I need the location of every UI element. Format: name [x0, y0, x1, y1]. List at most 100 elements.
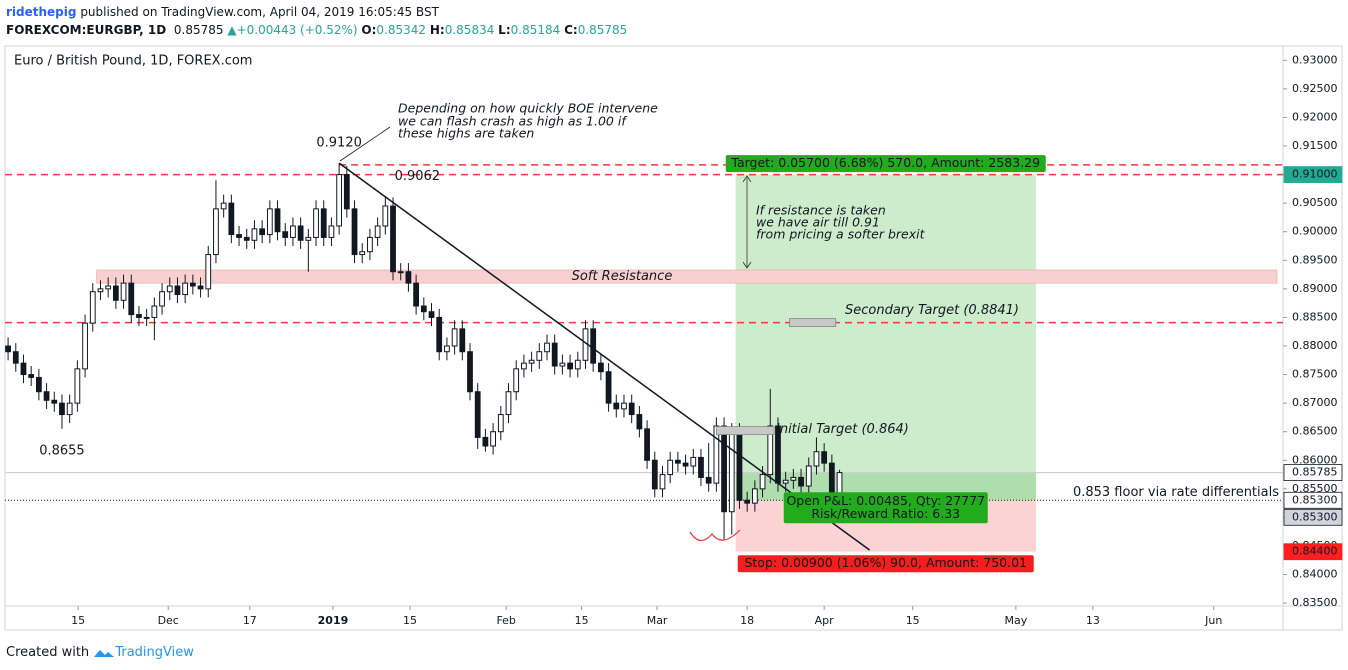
candle-body [282, 231, 289, 238]
smile [689, 529, 741, 542]
price-note: 0.8655 [39, 443, 85, 458]
candle-body [744, 499, 751, 504]
candle-body [736, 431, 743, 501]
stop-label-bg [737, 555, 1034, 573]
candle-body [28, 374, 35, 378]
candle-body [521, 362, 527, 370]
candle-body [605, 371, 612, 404]
candle-body [359, 251, 366, 256]
candle-body [636, 414, 643, 430]
x-tick-label: Mar [647, 614, 668, 627]
target-label-bg [725, 155, 1046, 173]
candle-body [674, 459, 681, 464]
price-badge-label: 0.85300 [1292, 493, 1338, 506]
candle-body [5, 345, 11, 353]
y-tick-label: 0.87000 [1292, 396, 1338, 409]
candle-body [397, 271, 404, 274]
y-tick-label: 0.88000 [1292, 339, 1338, 352]
candle-body [490, 431, 496, 447]
x-tick-label: 17 [243, 614, 257, 627]
candle-body [798, 476, 804, 487]
price-badge-label: 0.85300 [1292, 510, 1338, 523]
note-pointer [339, 126, 391, 162]
candle-body [705, 476, 712, 484]
chart-title: Euro / British Pound, 1D, FOREX.com [14, 54, 252, 69]
candle-body [721, 425, 727, 513]
header-line-2: FOREXCOM:EURGBP, 1D 0.85785 ▲+0.00443 (+… [6, 23, 627, 37]
target-label: Target: 0.05700 (6.68%) 570.0, Amount: 2… [730, 155, 1040, 170]
candle-body [89, 291, 96, 324]
x-tick-label: 15 [575, 614, 589, 627]
candle-body [474, 391, 481, 438]
candle-body [105, 285, 112, 290]
candle-body [112, 285, 119, 301]
header-line-1: ridethepig published on TradingView.com,… [6, 5, 439, 19]
author[interactable]: ridethepig [6, 5, 77, 19]
y-tick-label: 0.91500 [1292, 139, 1338, 152]
price-badge [1283, 543, 1343, 561]
candle-body [590, 328, 597, 364]
x-tick-label: Feb [496, 614, 515, 627]
candle-body [220, 202, 227, 210]
candle-body [420, 305, 427, 313]
candle-body [189, 282, 196, 287]
candle-body [74, 368, 81, 404]
note: we have air till 0.91 [756, 215, 880, 230]
y-tick-label: 0.93000 [1292, 53, 1338, 66]
o-value: 0.85342 [376, 23, 427, 37]
x-tick-label: Dec [158, 614, 179, 627]
candle-body [759, 474, 766, 490]
o-label: O: [361, 23, 377, 37]
candle-body [528, 359, 535, 364]
candle-body [767, 425, 774, 476]
candle-body [197, 285, 204, 290]
candle-body [12, 351, 19, 364]
y-tick-label: 0.92000 [1292, 110, 1338, 123]
y-tick-label: 0.85500 [1292, 482, 1338, 495]
x-tick-label: 15 [71, 614, 85, 627]
created-with: Created with [6, 645, 90, 660]
candle-body [59, 402, 65, 416]
l-value: 0.85184 [510, 23, 561, 37]
candle-body [621, 402, 627, 410]
candle-body [598, 362, 604, 373]
candle-body [644, 428, 650, 461]
candle-body [444, 345, 450, 353]
c-label: C: [564, 23, 578, 37]
x-tick-label: 2019 [318, 614, 349, 627]
y-tick-label: 0.86500 [1292, 425, 1338, 438]
y-tick-label: 0.92500 [1292, 82, 1338, 95]
footer: Created with TradingView [6, 645, 194, 660]
candle-body [436, 316, 443, 353]
candle-body [405, 271, 412, 284]
candle-body [82, 322, 88, 370]
plot-area [5, 162, 1283, 552]
candle-body [328, 225, 335, 238]
candle-body [574, 359, 581, 370]
y-tick-label: 0.90500 [1292, 196, 1338, 209]
candle-body [651, 459, 658, 490]
candle-body [336, 174, 343, 227]
candle-body [297, 225, 304, 241]
candle-body [97, 288, 104, 293]
x-tick-label: Jun [1204, 614, 1222, 627]
stop-label: Stop: 0.00900 (1.06%) 90.0, Amount: 750.… [744, 555, 1027, 570]
candle-body [43, 391, 50, 401]
candle-body [805, 465, 812, 487]
note: these highs are taken [398, 126, 534, 141]
y-tick-label: 0.89000 [1292, 282, 1338, 295]
target-label: Secondary Target (0.8841) [845, 303, 1019, 318]
candle-body [751, 488, 758, 504]
published: published on TradingView.com, April 04, … [80, 5, 439, 19]
brand[interactable]: TradingView [115, 645, 194, 660]
candle-body [228, 202, 235, 236]
candle-body [236, 234, 242, 238]
y-tick-label: 0.88500 [1292, 310, 1338, 323]
candle-body [274, 208, 281, 233]
candle-body [266, 208, 273, 236]
c-value: 0.85785 [577, 23, 628, 37]
candle-body [698, 456, 704, 478]
y-tick-label: 0.87500 [1292, 368, 1338, 381]
logo [94, 649, 115, 657]
candle-body [713, 425, 720, 484]
